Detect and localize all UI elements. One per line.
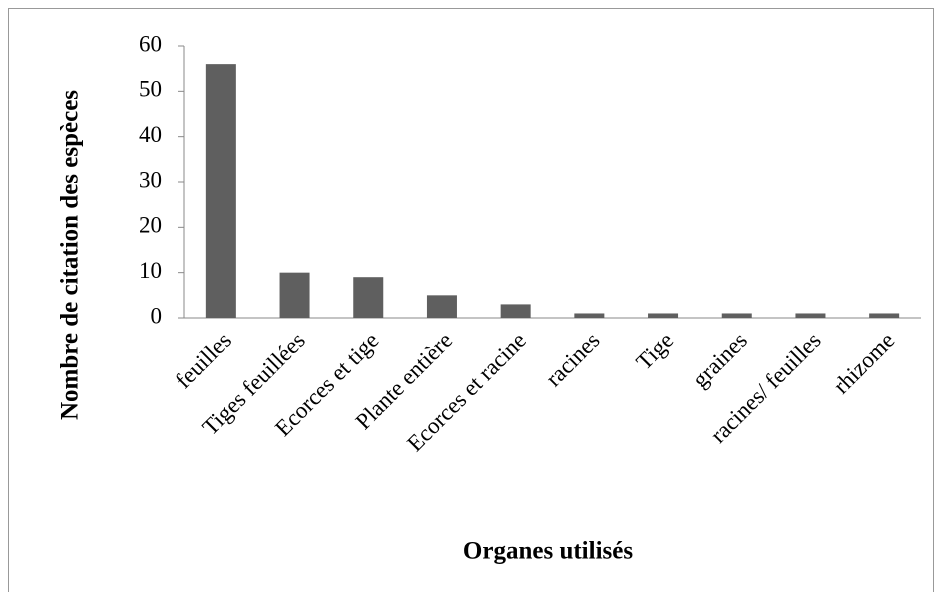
bar xyxy=(205,64,236,318)
bar xyxy=(574,313,605,318)
bar xyxy=(869,313,900,318)
bar xyxy=(279,272,310,318)
y-tick-label: 20 xyxy=(139,213,162,238)
y-tick-label: 60 xyxy=(139,31,162,56)
chart-border xyxy=(8,8,934,592)
bar xyxy=(648,313,679,318)
y-axis-title: Nombre de citation des espèces xyxy=(57,90,84,420)
x-axis-title: Organes utilisés xyxy=(463,538,633,565)
bar xyxy=(500,304,531,318)
y-tick-label: 0 xyxy=(151,303,163,328)
bar xyxy=(721,313,752,318)
bar xyxy=(795,313,826,318)
y-tick-label: 40 xyxy=(139,122,162,147)
bar xyxy=(353,277,384,318)
y-tick-label: 30 xyxy=(139,167,162,192)
bar xyxy=(426,295,457,318)
y-tick-label: 50 xyxy=(139,77,162,102)
y-tick-label: 10 xyxy=(139,258,162,283)
